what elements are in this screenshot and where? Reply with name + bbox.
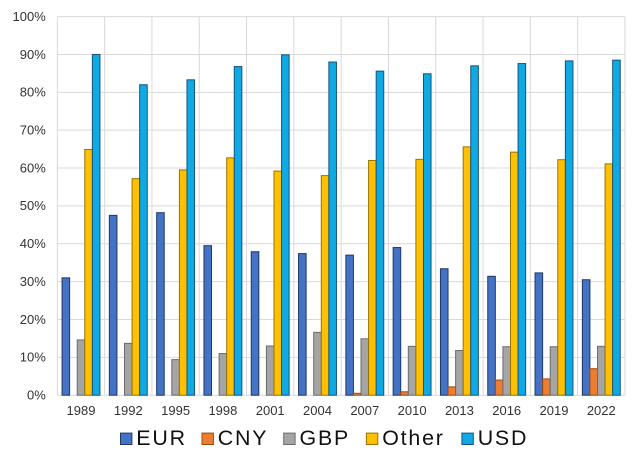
svg-text:USD: USD <box>478 426 529 450</box>
svg-text:2016: 2016 <box>492 403 521 418</box>
svg-text:80%: 80% <box>20 85 46 100</box>
svg-text:2007: 2007 <box>350 403 379 418</box>
svg-text:20%: 20% <box>20 312 46 327</box>
svg-text:1992: 1992 <box>114 403 143 418</box>
svg-text:1998: 1998 <box>208 403 237 418</box>
svg-text:Other: Other <box>382 426 445 450</box>
svg-text:100%: 100% <box>13 9 47 24</box>
svg-text:60%: 60% <box>20 160 46 175</box>
svg-text:40%: 40% <box>20 236 46 251</box>
svg-text:EUR: EUR <box>136 426 187 450</box>
svg-text:2010: 2010 <box>398 403 427 418</box>
svg-text:0%: 0% <box>27 388 46 403</box>
svg-text:CNY: CNY <box>218 426 269 450</box>
svg-text:50%: 50% <box>20 198 46 213</box>
svg-text:2019: 2019 <box>540 403 569 418</box>
svg-text:2001: 2001 <box>256 403 285 418</box>
svg-text:2004: 2004 <box>303 403 332 418</box>
svg-text:2013: 2013 <box>445 403 474 418</box>
svg-text:1989: 1989 <box>67 403 96 418</box>
svg-text:10%: 10% <box>20 350 46 365</box>
svg-text:30%: 30% <box>20 274 46 289</box>
svg-text:90%: 90% <box>20 47 46 62</box>
svg-text:GBP: GBP <box>300 426 351 450</box>
svg-text:2022: 2022 <box>587 403 616 418</box>
svg-text:1995: 1995 <box>161 403 190 418</box>
svg-text:70%: 70% <box>20 122 46 137</box>
